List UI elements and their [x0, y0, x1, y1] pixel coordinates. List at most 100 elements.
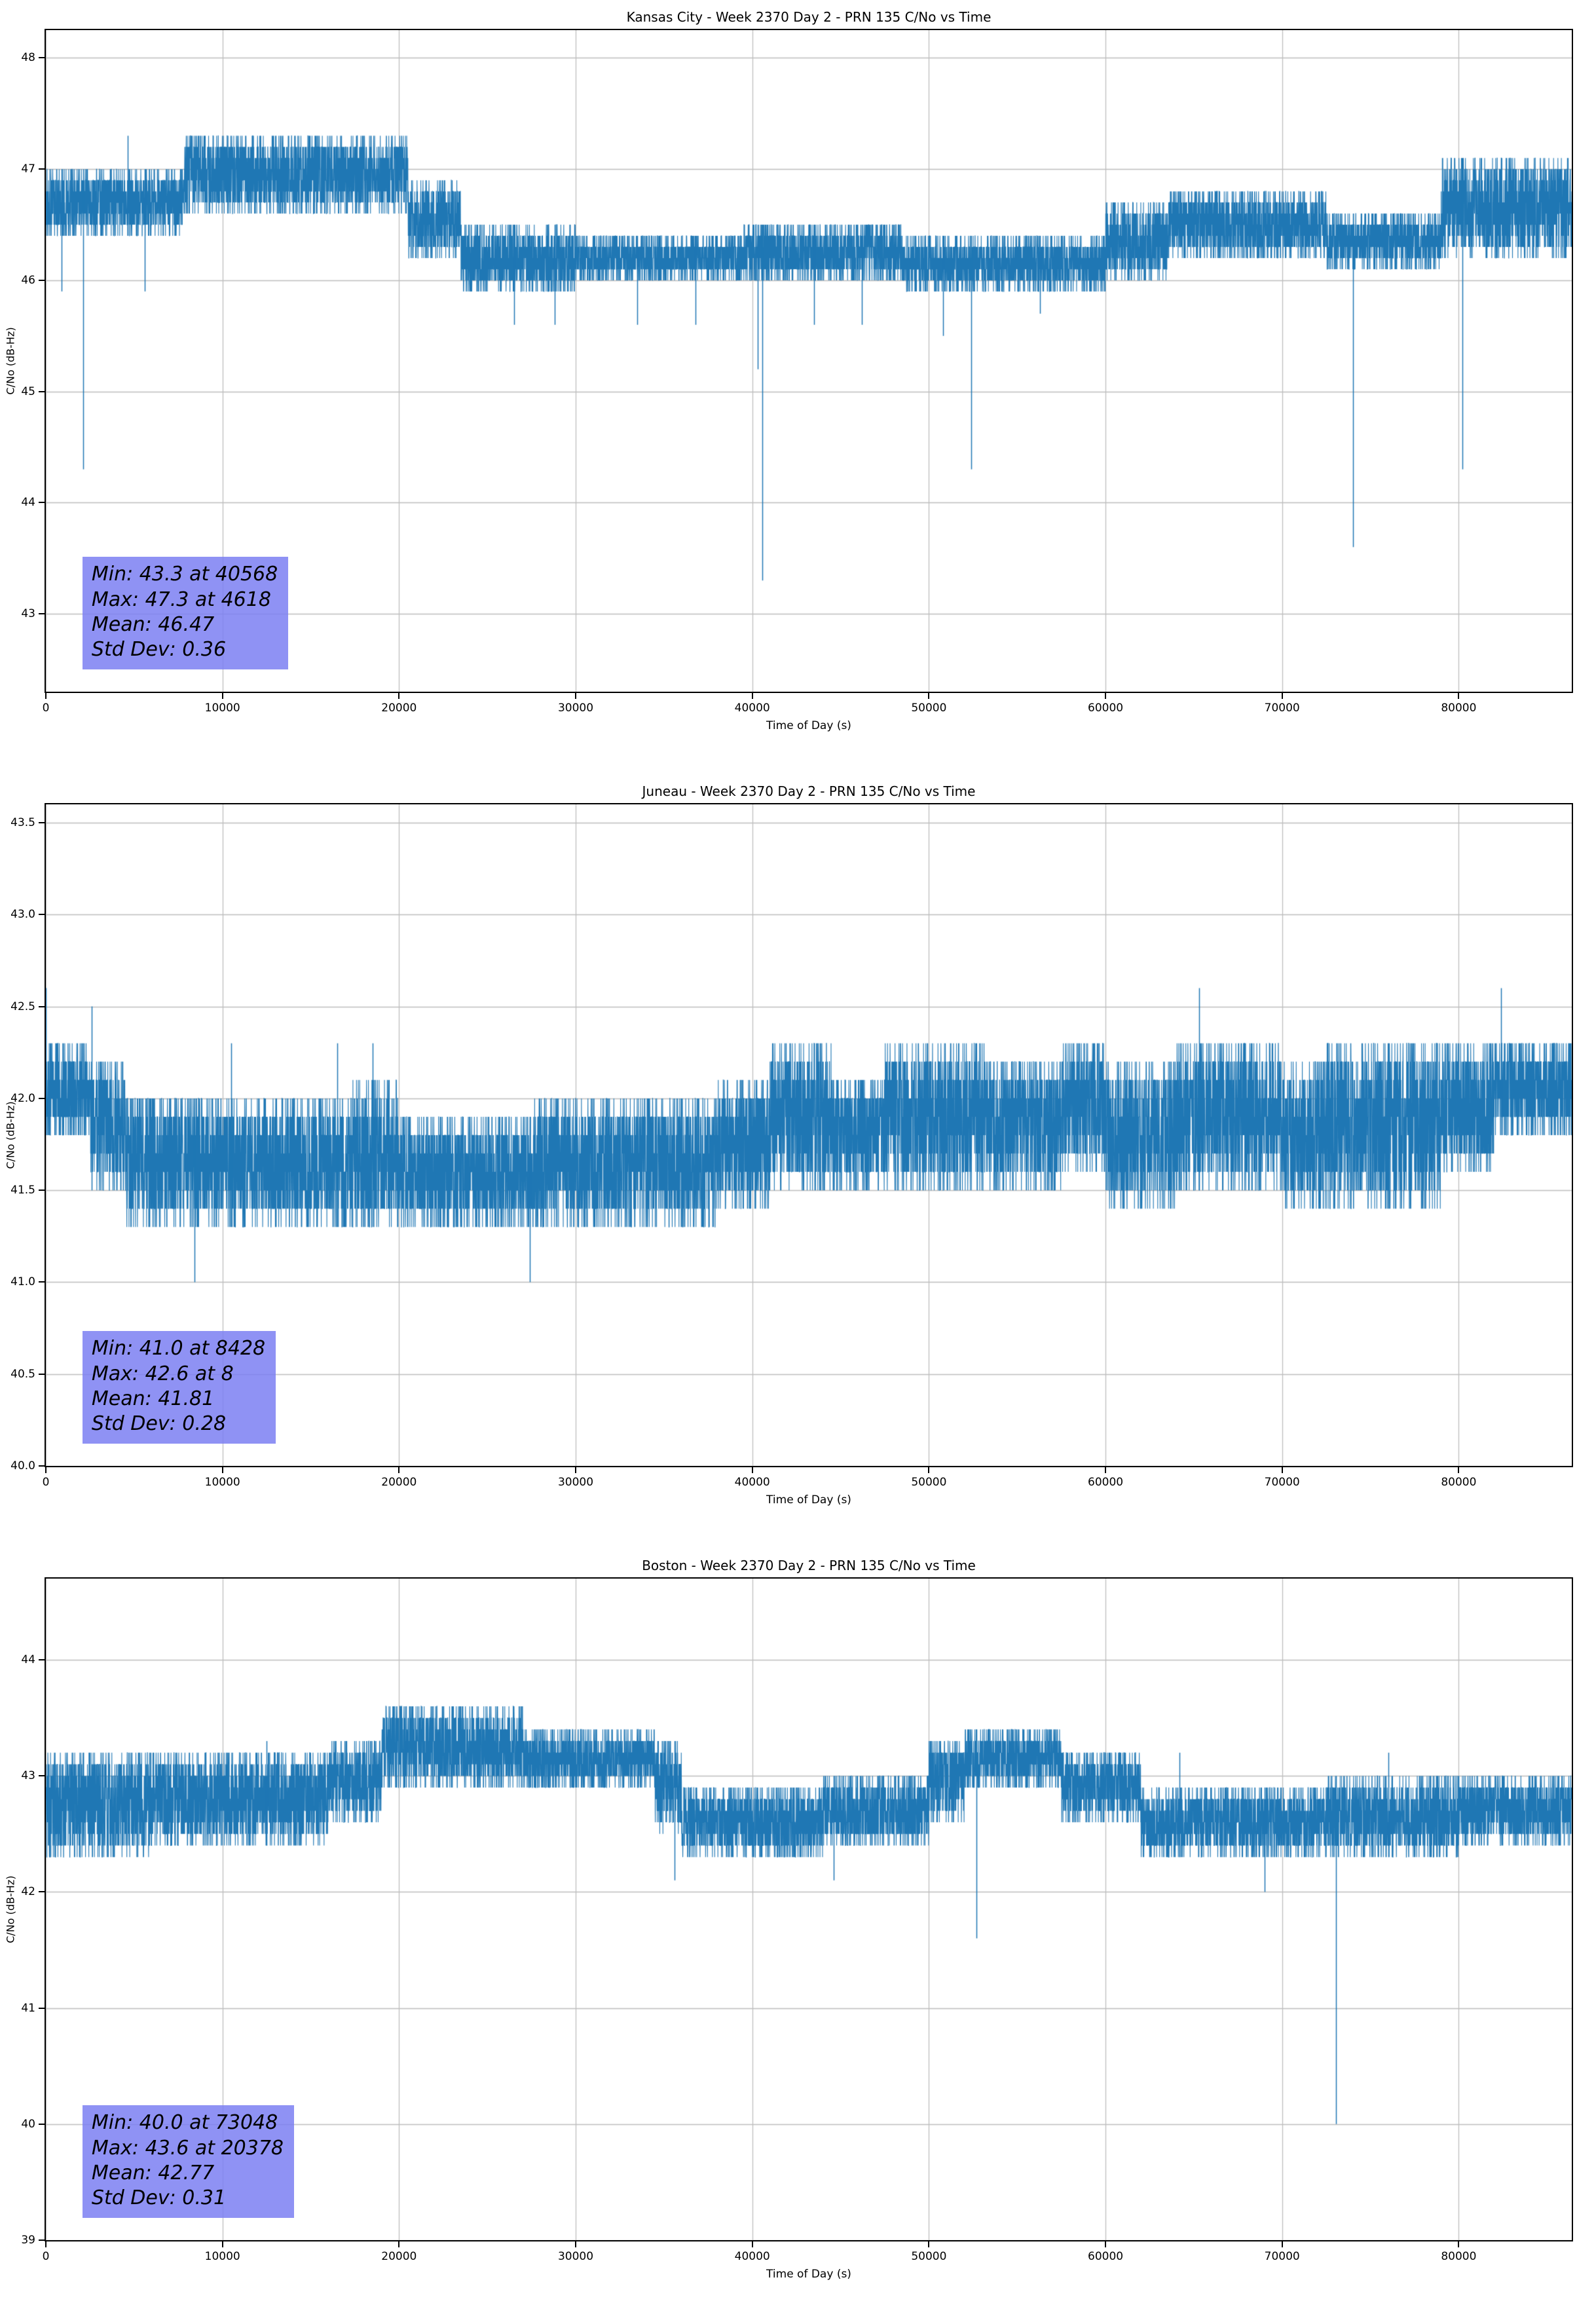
- x-tick-label: 30000: [557, 2250, 594, 2263]
- chart-title: Juneau - Week 2370 Day 2 - PRN 135 C/No …: [642, 783, 976, 799]
- x-tick-mark: [751, 2241, 753, 2247]
- x-tick-mark: [1281, 693, 1283, 699]
- y-tick-mark: [39, 1775, 45, 1777]
- x-tick-label: 60000: [1088, 1476, 1124, 1489]
- x-tick-label: 10000: [204, 1476, 240, 1489]
- x-tick-label: 70000: [1264, 2250, 1300, 2263]
- x-tick-mark: [221, 2241, 223, 2247]
- y-tick-label: 42: [21, 1885, 35, 1899]
- y-tick-mark: [39, 1373, 45, 1375]
- x-tick-label: 80000: [1441, 702, 1477, 715]
- x-tick-mark: [1105, 2241, 1107, 2247]
- chart-title: Kansas City - Week 2370 Day 2 - PRN 135 …: [626, 9, 992, 25]
- stat-stddev: Std Dev: 0.28: [91, 1412, 227, 1436]
- x-tick-mark: [751, 693, 753, 699]
- x-tick-label: 40000: [734, 2250, 770, 2263]
- x-axis-label: Time of Day (s): [766, 2268, 851, 2281]
- y-tick-mark: [39, 822, 45, 824]
- series-canvas: [46, 804, 1572, 1466]
- x-tick-mark: [751, 1467, 753, 1473]
- y-tick-label: 43.5: [10, 816, 35, 830]
- stat-mean: Mean: 46.47: [91, 612, 215, 636]
- y-tick-label: 41.5: [10, 1184, 35, 1197]
- x-tick-label: 0: [42, 2250, 50, 2263]
- stat-max: Max: 42.6 at 8: [91, 1362, 234, 1385]
- x-tick-label: 50000: [911, 702, 947, 715]
- y-tick-mark: [39, 502, 45, 504]
- x-tick-mark: [575, 693, 577, 699]
- chart-title: Boston - Week 2370 Day 2 - PRN 135 C/No …: [642, 1558, 976, 1573]
- x-tick-mark: [1281, 1467, 1283, 1473]
- y-tick-label: 43.0: [10, 908, 35, 922]
- x-tick-label: 20000: [381, 2250, 417, 2263]
- stat-stddev: Std Dev: 0.31: [91, 2186, 227, 2210]
- y-tick-mark: [39, 1465, 45, 1467]
- x-tick-label: 0: [42, 702, 50, 715]
- x-tick-label: 10000: [204, 2250, 240, 2263]
- y-tick-label: 45: [21, 384, 35, 398]
- stat-min: Min: 43.3 at 40568: [91, 563, 278, 586]
- y-tick-mark: [39, 1097, 45, 1099]
- y-tick-label: 43: [21, 1769, 35, 1783]
- x-tick-mark: [45, 2241, 46, 2247]
- x-tick-mark: [1458, 693, 1460, 699]
- x-tick-label: 80000: [1441, 2250, 1477, 2263]
- stat-min: Min: 40.0 at 73048: [91, 2111, 278, 2135]
- x-tick-label: 40000: [734, 1476, 770, 1489]
- series-canvas: [46, 30, 1572, 692]
- y-tick-label: 39: [21, 2234, 35, 2247]
- stat-mean: Mean: 41.81: [91, 1387, 215, 1410]
- x-tick-label: 10000: [204, 702, 240, 715]
- stat-mean: Mean: 42.77: [91, 2161, 215, 2184]
- y-tick-mark: [39, 279, 45, 281]
- x-tick-mark: [221, 693, 223, 699]
- series-canvas: [46, 1579, 1572, 2240]
- y-tick-mark: [39, 1281, 45, 1283]
- y-tick-label: 40.0: [10, 1459, 35, 1472]
- chart-boston: Boston - Week 2370 Day 2 - PRN 135 C/No …: [0, 1548, 1577, 2323]
- x-tick-label: 20000: [381, 1476, 417, 1489]
- y-tick-mark: [39, 2123, 45, 2125]
- y-tick-label: 47: [21, 162, 35, 176]
- x-tick-label: 0: [42, 1476, 50, 1489]
- y-tick-label: 44: [21, 1653, 35, 1667]
- plot-area: Min: 43.3 at 40568 Max: 47.3 at 4618 Mea…: [45, 29, 1573, 693]
- y-tick-mark: [39, 1005, 45, 1007]
- y-tick-mark: [39, 1891, 45, 1893]
- y-tick-label: 41.0: [10, 1275, 35, 1289]
- x-tick-label: 30000: [557, 1476, 594, 1489]
- y-axis-label: C/No (dB-Hz): [4, 1101, 17, 1169]
- y-tick-mark: [39, 1190, 45, 1191]
- y-tick-label: 41: [21, 2001, 35, 2015]
- stat-max: Max: 47.3 at 4618: [91, 588, 271, 611]
- x-tick-mark: [1281, 2241, 1283, 2247]
- x-tick-mark: [1105, 693, 1107, 699]
- x-tick-mark: [928, 2241, 930, 2247]
- x-tick-mark: [45, 693, 46, 699]
- y-tick-label: 43: [21, 607, 35, 621]
- x-tick-mark: [398, 1467, 400, 1473]
- y-tick-label: 44: [21, 496, 35, 510]
- y-tick-label: 46: [21, 273, 35, 287]
- y-tick-mark: [39, 390, 45, 392]
- x-tick-mark: [575, 1467, 577, 1473]
- x-tick-mark: [928, 1467, 930, 1473]
- plot-area: Min: 41.0 at 8428 Max: 42.6 at 8 Mean: 4…: [45, 803, 1573, 1467]
- x-tick-label: 70000: [1264, 1476, 1300, 1489]
- stats-box: Min: 41.0 at 8428 Max: 42.6 at 8 Mean: 4…: [82, 1331, 276, 1444]
- x-tick-label: 50000: [911, 1476, 947, 1489]
- x-tick-mark: [928, 693, 930, 699]
- y-tick-mark: [39, 613, 45, 615]
- x-tick-mark: [398, 693, 400, 699]
- y-tick-mark: [39, 57, 45, 59]
- y-tick-label: 40.5: [10, 1367, 35, 1381]
- x-tick-mark: [1105, 1467, 1107, 1473]
- y-tick-mark: [39, 2240, 45, 2241]
- y-tick-mark: [39, 914, 45, 916]
- plot-area: Min: 40.0 at 73048 Max: 43.6 at 20378 Me…: [45, 1577, 1573, 2241]
- y-tick-mark: [39, 168, 45, 170]
- x-tick-mark: [398, 2241, 400, 2247]
- x-tick-label: 80000: [1441, 1476, 1477, 1489]
- y-tick-mark: [39, 1659, 45, 1661]
